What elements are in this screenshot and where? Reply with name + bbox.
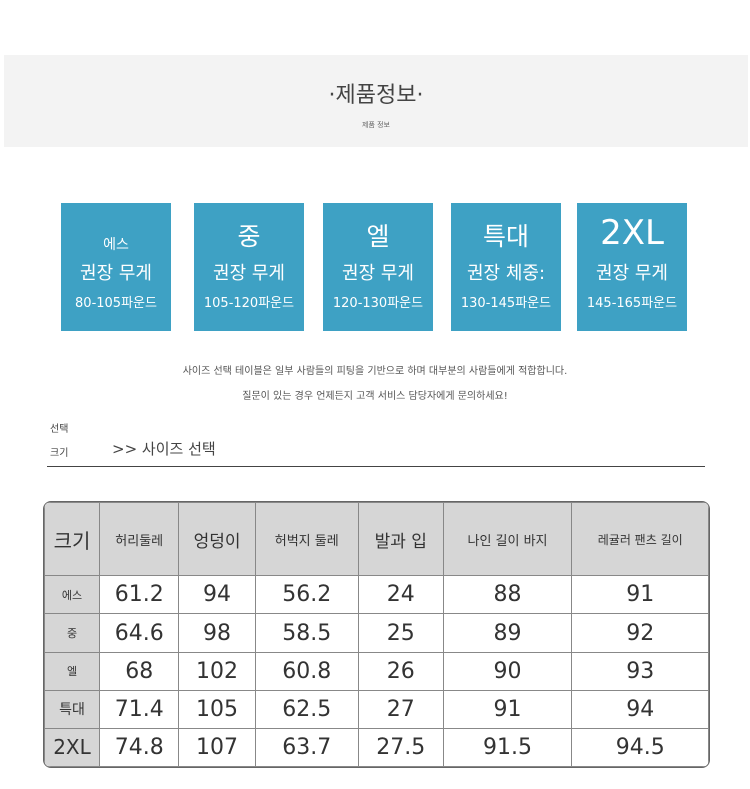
header-cell: 허벅지 둘레 xyxy=(254,502,359,577)
table-cell: 71.4 xyxy=(98,689,180,729)
product-info-banner: ·제품정보· 제품 정보 xyxy=(4,55,748,147)
header-cell: 발과 입 xyxy=(357,502,444,577)
table-cell: 26 xyxy=(357,651,444,691)
table-cell: 24 xyxy=(357,575,444,615)
divider xyxy=(47,466,705,467)
size-note: 사이즈 선택 테이블은 일부 사람들의 피팅을 기반으로 하며 대부분의 사람들… xyxy=(182,366,568,377)
table-cell: 61.2 xyxy=(98,575,180,615)
table-cell: 25 xyxy=(357,613,444,653)
size-name: 2XL xyxy=(600,213,664,253)
table-row: 특대 71.4 105 62.5 27 91 94 xyxy=(44,689,709,729)
size-weight: 120-130파운드 xyxy=(332,296,424,311)
table-cell: 88 xyxy=(442,575,573,615)
size-rec: 권장 체중: xyxy=(466,263,546,284)
table-cell: 58.5 xyxy=(254,613,359,653)
size-select-heading: >> 사이즈 선택 xyxy=(112,440,216,458)
size-name: 에스 xyxy=(103,237,129,253)
size-weight: 80-105파운드 xyxy=(75,296,157,311)
table-cell: 89 xyxy=(442,613,573,653)
size-table: 크기 허리둘레 엉덩이 허벅지 둘레 발과 입 나인 길이 바지 레귤러 팬츠 … xyxy=(43,501,710,768)
table-cell: 94.5 xyxy=(571,727,709,767)
table-cell: 74.8 xyxy=(98,727,180,767)
table-cell: 68 xyxy=(98,651,180,691)
header-cell: 레귤러 팬츠 길이 xyxy=(571,502,709,577)
size-name: 엘 xyxy=(366,222,390,251)
table-cell: 93 xyxy=(571,651,709,691)
header-cell: 허리둘레 xyxy=(98,502,180,577)
table-header-row: 크기 허리둘레 엉덩이 허벅지 둘레 발과 입 나인 길이 바지 레귤러 팬츠 … xyxy=(44,502,709,577)
header-cell: 엉덩이 xyxy=(178,502,256,577)
size-rec: 권장 무게 xyxy=(80,263,152,284)
table-cell: 63.7 xyxy=(254,727,359,767)
table-row: 엘 68 102 60.8 26 90 93 xyxy=(44,651,709,691)
table-cell: 91.5 xyxy=(442,727,573,767)
size-rec: 권장 무게 xyxy=(596,263,668,284)
table-cell: 64.6 xyxy=(98,613,180,653)
table-cell: 91 xyxy=(571,575,709,615)
table-cell: 94 xyxy=(571,689,709,729)
size-name: 중 xyxy=(237,222,261,251)
banner-subtitle: 제품 정보 xyxy=(362,121,390,129)
select-label: 선택 xyxy=(50,424,69,435)
row-size-cell: 특대 xyxy=(44,689,100,729)
table-cell: 60.8 xyxy=(254,651,359,691)
size-weight: 130-145파운드 xyxy=(460,296,552,311)
table-cell: 94 xyxy=(178,575,256,615)
size-rec: 권장 무게 xyxy=(213,263,285,284)
table-cell: 102 xyxy=(178,651,256,691)
header-cell: 나인 길이 바지 xyxy=(442,502,573,577)
table-row: 중 64.6 98 58.5 25 89 92 xyxy=(44,613,709,653)
table-cell: 92 xyxy=(571,613,709,653)
size-label: 크기 xyxy=(50,448,69,459)
table-cell: 56.2 xyxy=(254,575,359,615)
header-cell: 크기 xyxy=(44,502,100,577)
table-cell: 107 xyxy=(178,727,256,767)
size-card-2xl: 2XL 권장 무게 145-165파운드 xyxy=(577,203,687,331)
size-weight: 145-165파운드 xyxy=(586,296,678,311)
size-name: 특대 xyxy=(482,222,529,251)
row-size-cell: 엘 xyxy=(44,651,100,691)
table-cell: 90 xyxy=(442,651,573,691)
table-cell: 62.5 xyxy=(254,689,359,729)
table-cell: 27.5 xyxy=(357,727,444,767)
row-size-cell: 2XL xyxy=(44,727,100,767)
table-row: 에스 61.2 94 56.2 24 88 91 xyxy=(44,575,709,615)
table-cell: 105 xyxy=(178,689,256,729)
contact-note: 질문이 있는 경우 언제든지 고객 서비스 담당자에게 문의하세요! xyxy=(242,391,508,402)
table-cell: 91 xyxy=(442,689,573,729)
row-size-cell: 에스 xyxy=(44,575,100,615)
table-cell: 27 xyxy=(357,689,444,729)
size-rec: 권장 무게 xyxy=(342,263,414,284)
row-size-cell: 중 xyxy=(44,613,100,653)
table-row: 2XL 74.8 107 63.7 27.5 91.5 94.5 xyxy=(44,727,709,767)
size-weight: 105-120파운드 xyxy=(203,296,295,311)
table-cell: 98 xyxy=(178,613,256,653)
banner-title: ·제품정보· xyxy=(328,83,424,108)
